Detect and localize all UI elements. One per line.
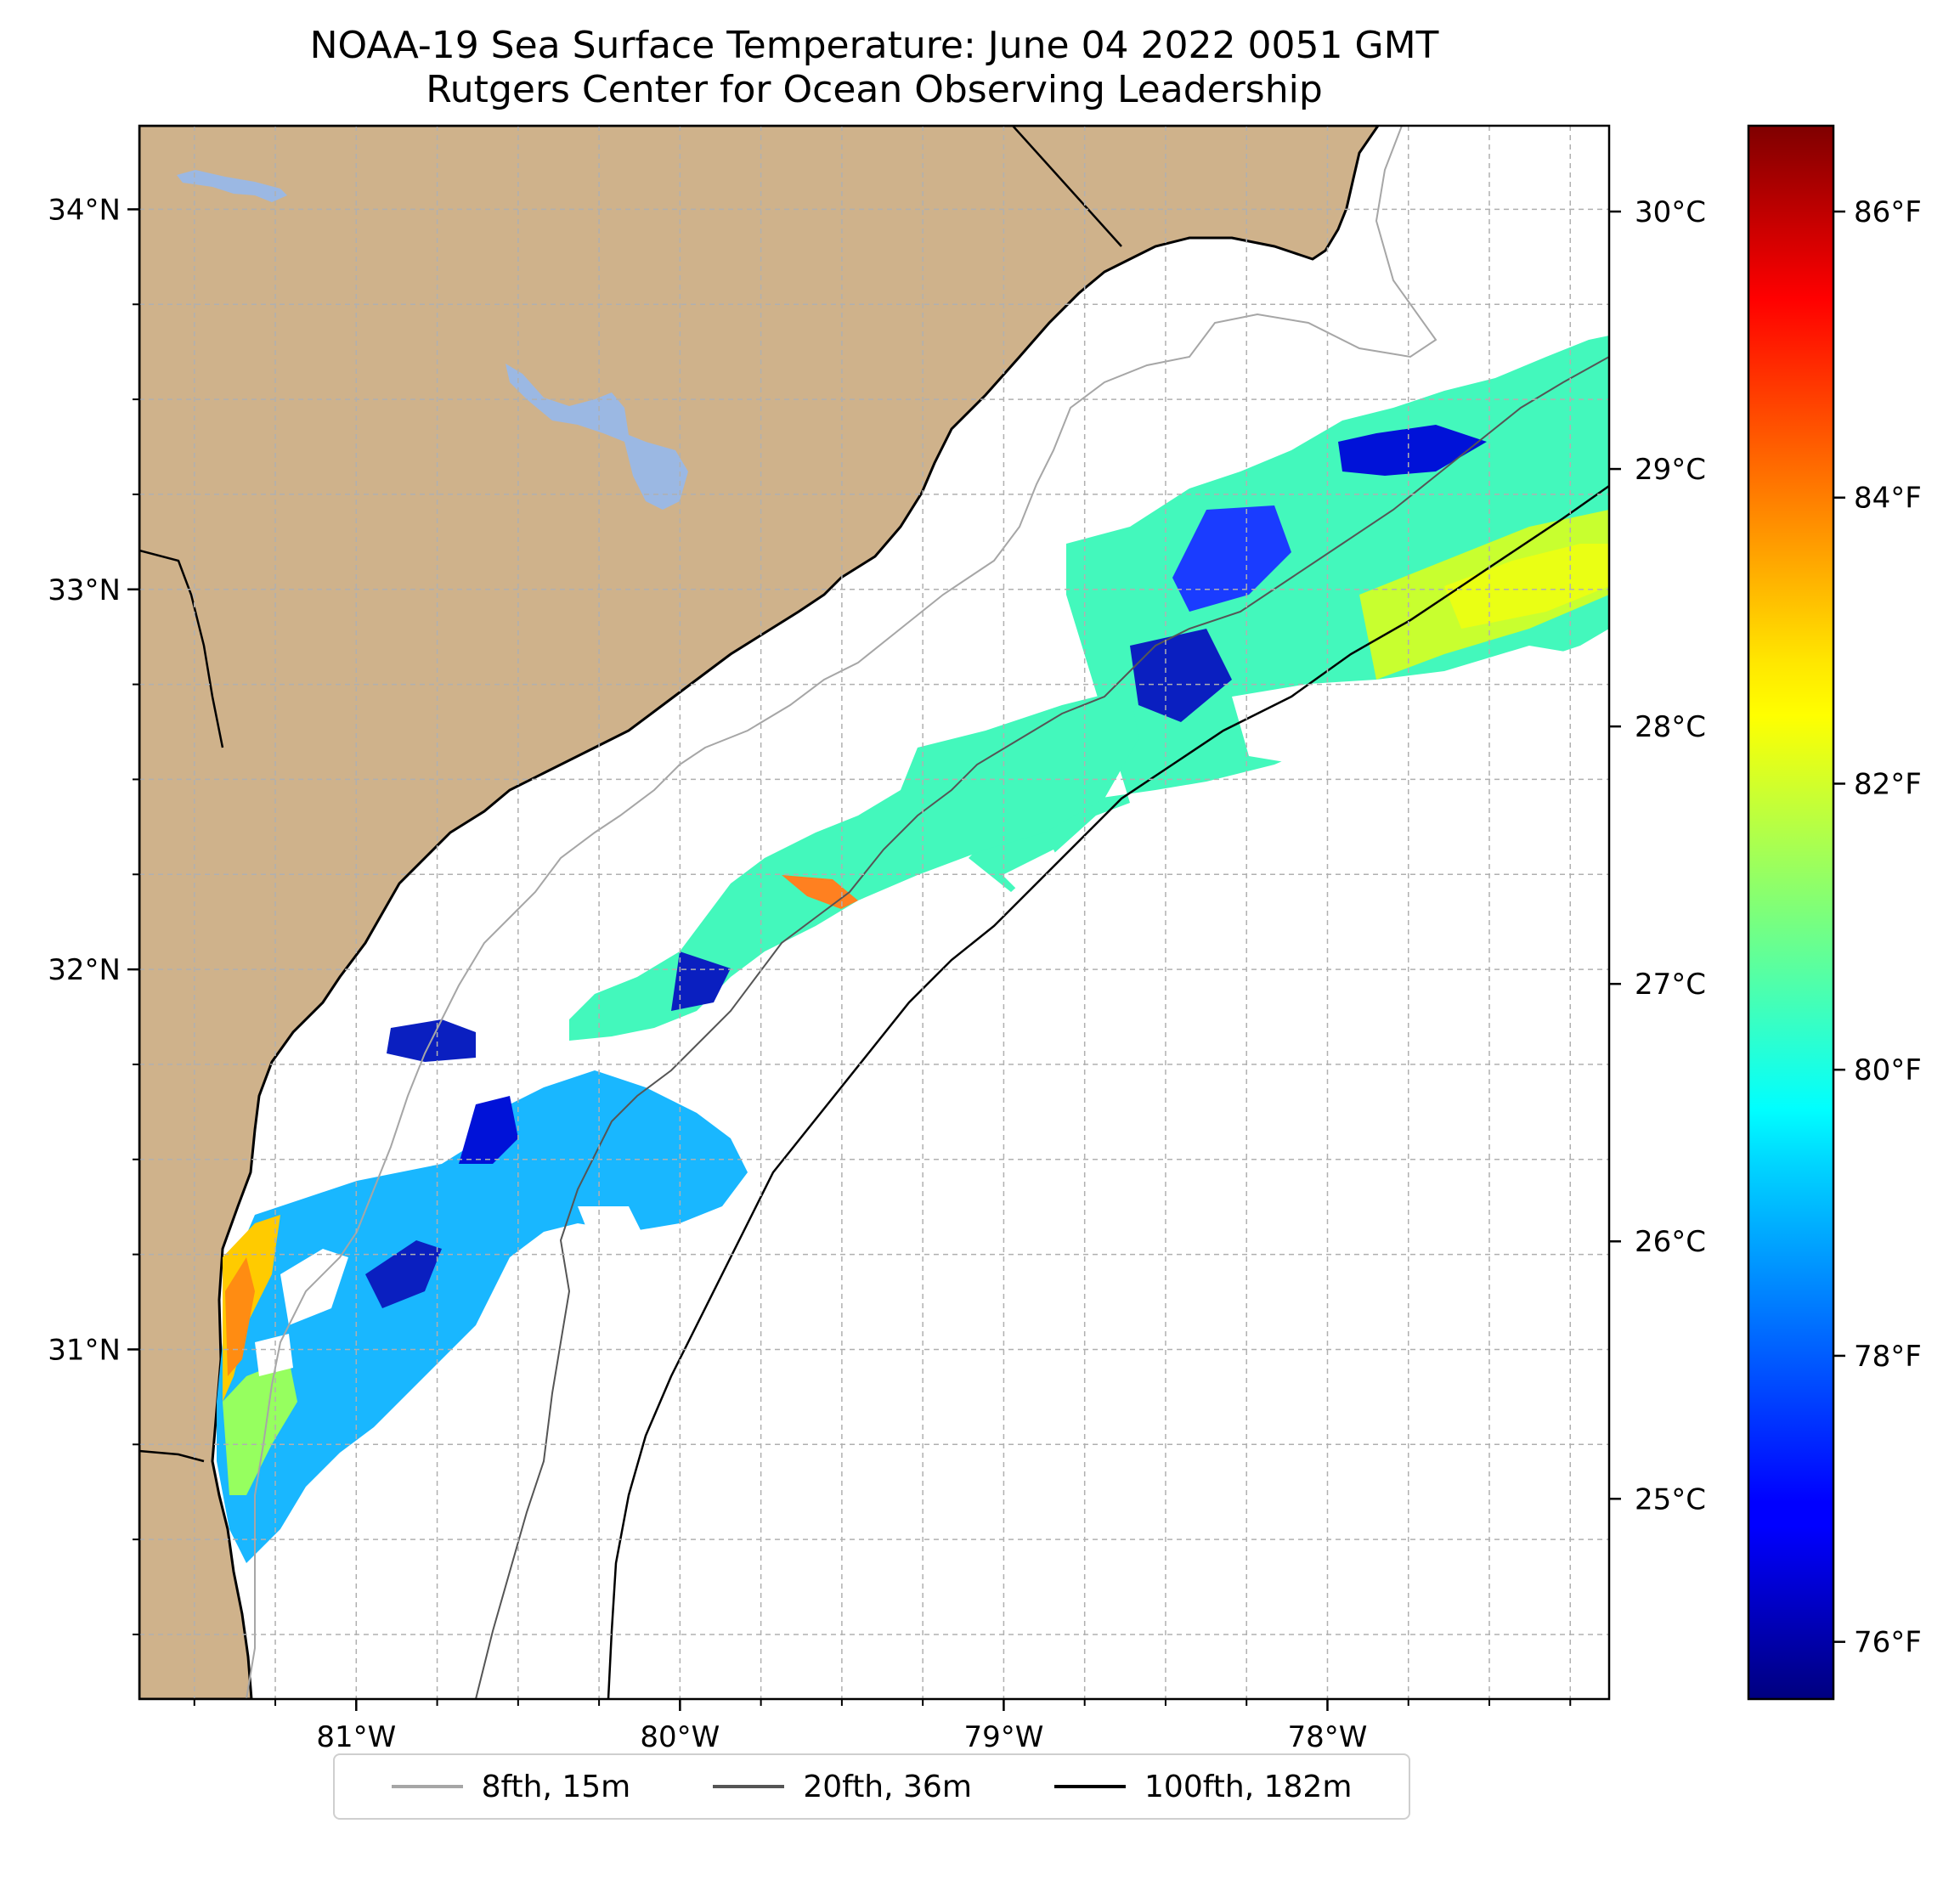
lake-marion [177, 170, 287, 202]
colorbar-c-label: 27°C [1635, 968, 1706, 1002]
title-line-2: Rutgers Center for Ocean Observing Leade… [426, 68, 1323, 111]
y-tick-label: 32°N [48, 953, 121, 987]
land-area [139, 126, 1380, 1699]
y-tick-label: 31°N [48, 1333, 121, 1367]
colorbar-fahrenheit-axis: 86°F 84°F 82°F 80°F 78°F 76°F [1833, 195, 1922, 1660]
colorbar-c-label: 30°C [1635, 195, 1706, 229]
legend-label-20fth: 20fth, 36m [803, 1769, 972, 1804]
colorbar-celsius-axis: 30°C 29°C 28°C 27°C 26°C 25°C [1609, 195, 1706, 1516]
x-tick-label: 80°W [640, 1720, 720, 1754]
state-border [139, 126, 1122, 1463]
x-tick-label: 81°W [316, 1720, 396, 1754]
lake-moultrie [506, 364, 688, 510]
legend-swatch-20fth [713, 1785, 785, 1788]
contour-100fth [607, 484, 1609, 1699]
legend-item-8fth: 8fth, 15m [391, 1769, 631, 1804]
colorbar-f-label: 82°F [1854, 767, 1922, 801]
legend-item-20fth: 20fth, 36m [713, 1770, 972, 1804]
contour-8fth [246, 126, 1438, 1699]
x-tick-label: 79°W [963, 1720, 1043, 1754]
colorbar-c-label: 25°C [1635, 1482, 1706, 1516]
colorbar-c-label: 28°C [1635, 710, 1706, 744]
gridlines [139, 126, 1609, 1699]
y-axis: 31°N 32°N 33°N 34°N [48, 193, 139, 1635]
map-frame [138, 124, 1611, 1701]
legend: 8fth, 15m 20fth, 36m 100fth, 182m [333, 1753, 1410, 1820]
legend-label-100fth: 100fth, 182m [1144, 1769, 1353, 1804]
y-tick-label: 34°N [48, 193, 121, 227]
legend-label-8fth: 8fth, 15m [481, 1769, 631, 1804]
x-axis: 81°W 80°W 79°W 78°W [193, 1699, 1572, 1754]
colorbar-f-label: 86°F [1854, 195, 1922, 229]
colorbar [1747, 124, 1835, 1701]
sst-swath [217, 336, 1609, 1563]
colorbar-c-label: 29°C [1635, 453, 1706, 487]
colorbar-f-label: 84°F [1854, 482, 1922, 516]
legend-item-100fth: 100fth, 182m [1054, 1770, 1352, 1804]
title-line-1: NOAA-19 Sea Surface Temperature: June 04… [309, 24, 1439, 67]
colorbar-f-label: 80°F [1854, 1053, 1922, 1087]
y-tick-label: 33°N [48, 573, 121, 607]
colorbar-c-label: 26°C [1635, 1225, 1706, 1259]
x-tick-label: 78°W [1288, 1720, 1368, 1754]
contour-20fth [475, 356, 1609, 1699]
colorbar-f-label: 76°F [1854, 1626, 1922, 1660]
legend-swatch-100fth [1054, 1785, 1127, 1788]
legend-swatch-8fth [391, 1785, 463, 1788]
colorbar-f-label: 78°F [1854, 1340, 1922, 1374]
